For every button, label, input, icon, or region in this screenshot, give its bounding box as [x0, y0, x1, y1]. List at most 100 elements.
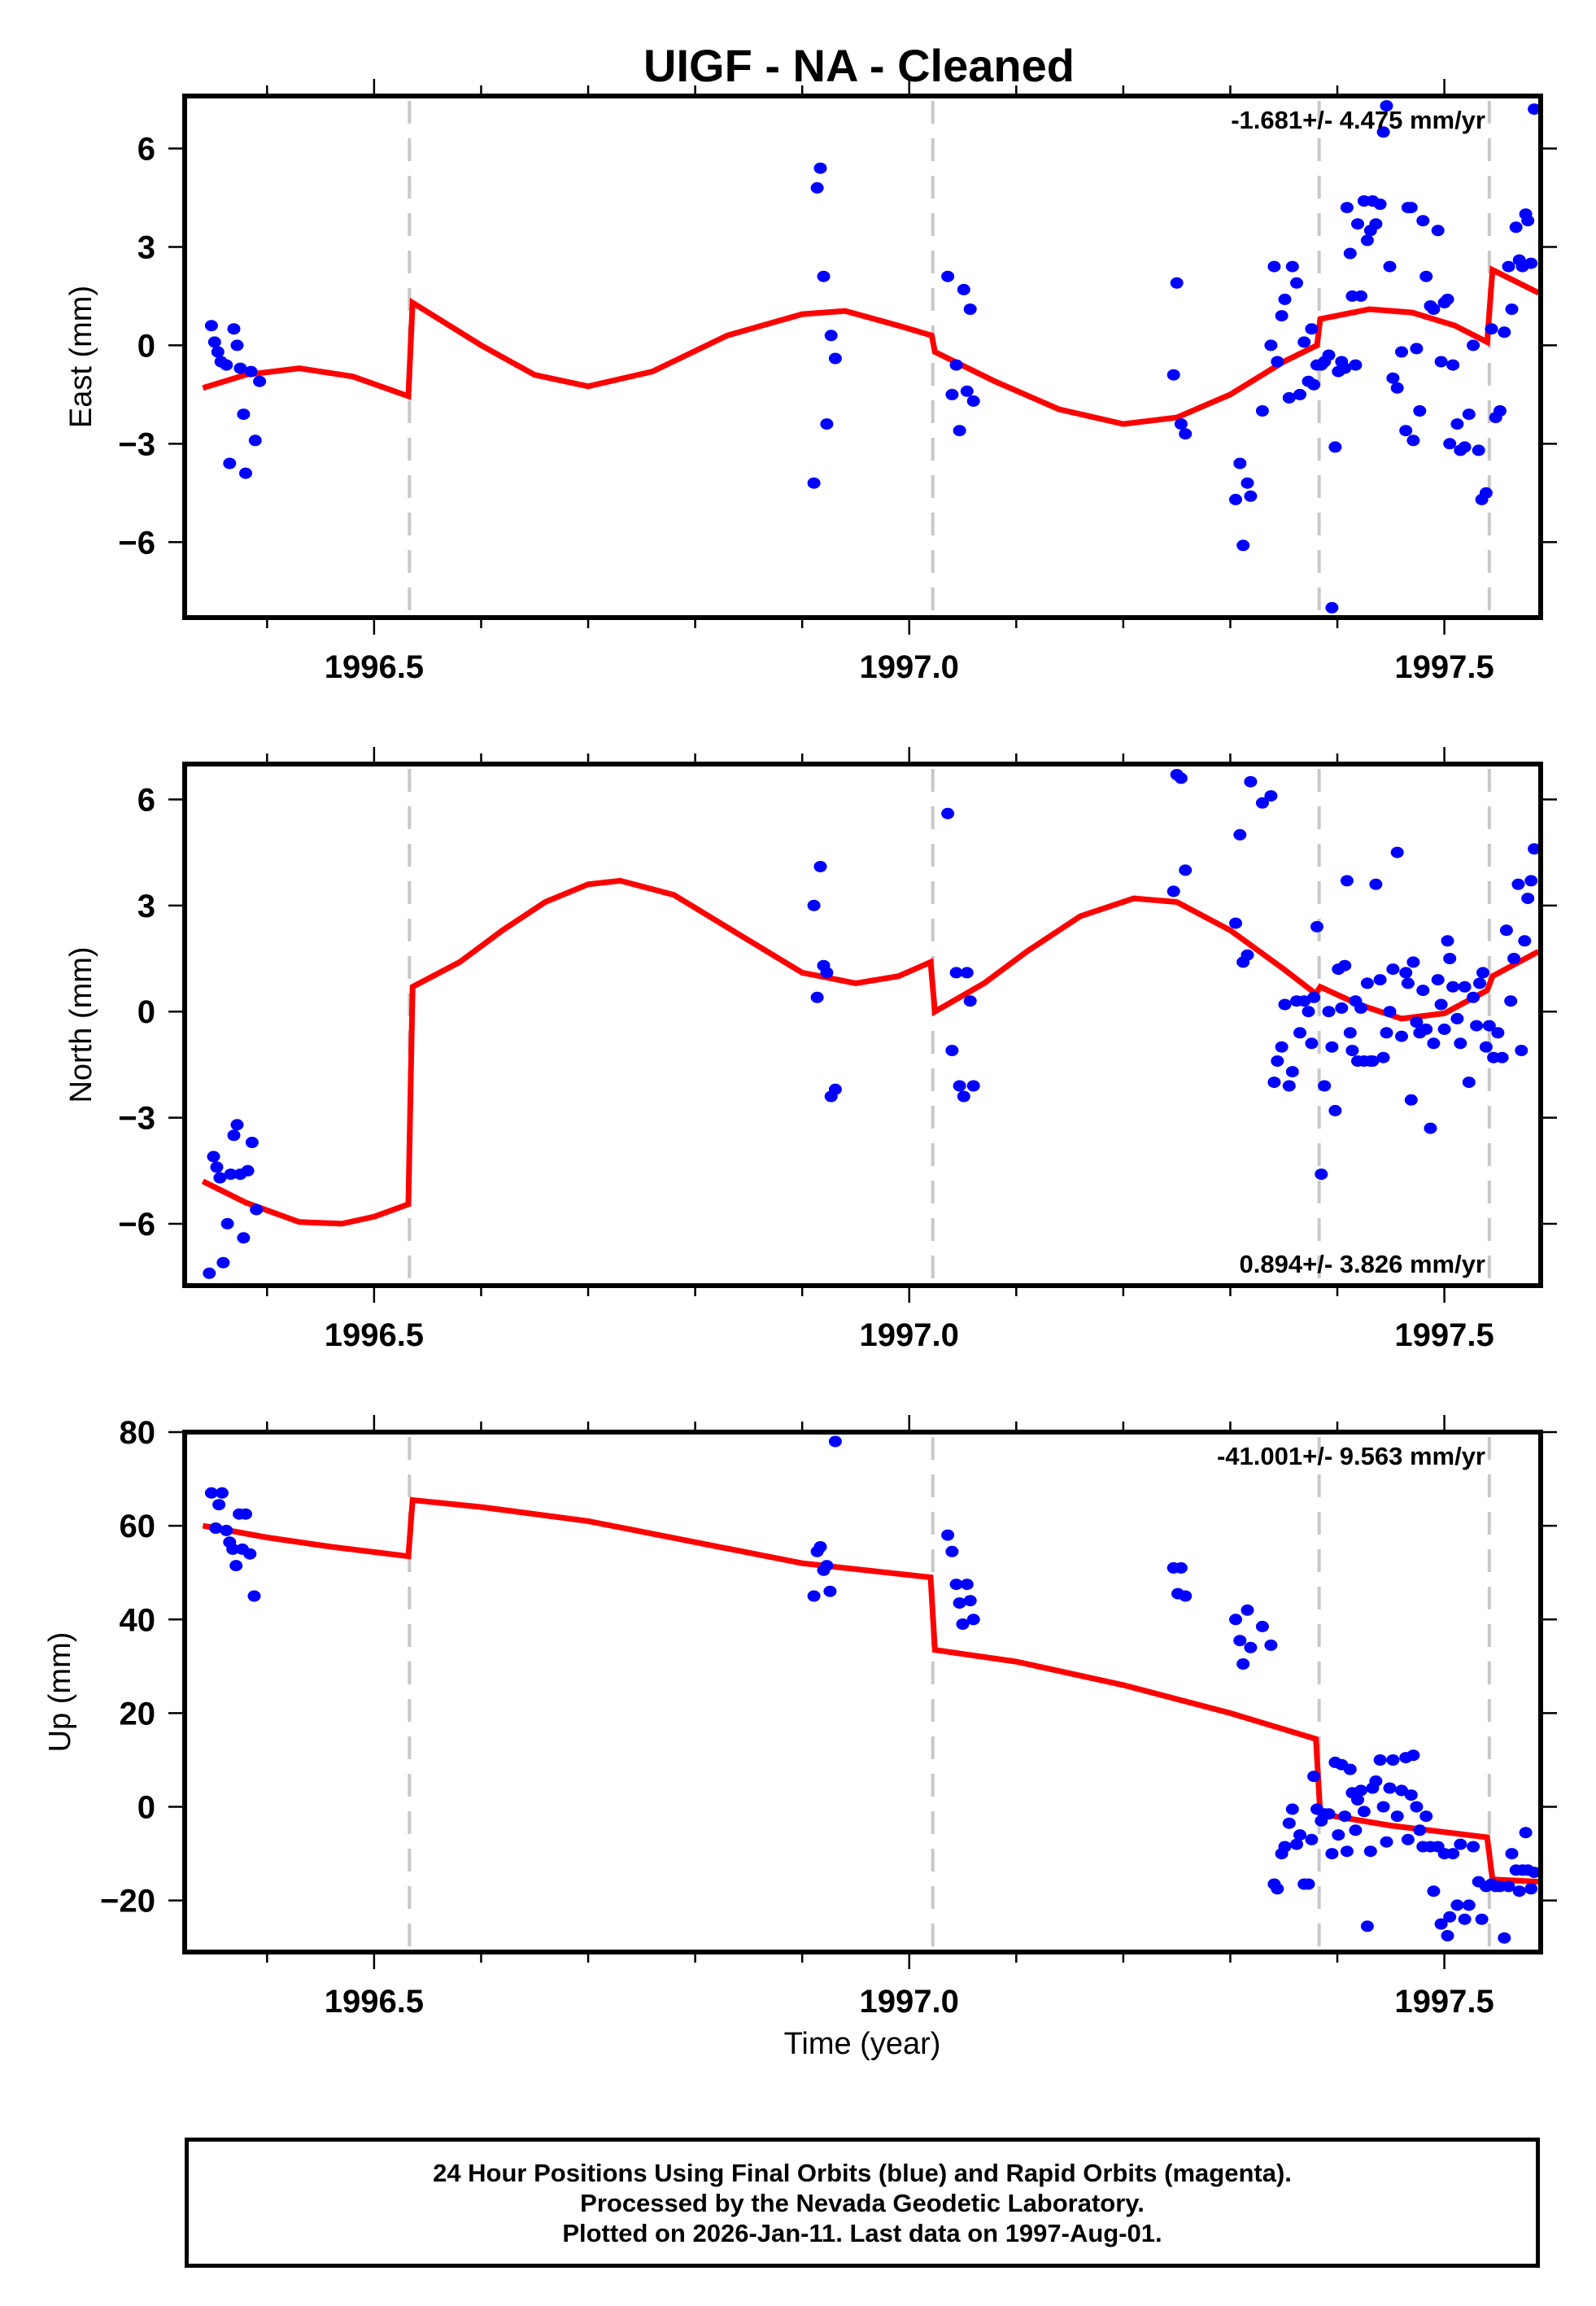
y-tick-label: 3: [137, 229, 155, 265]
up-data-point: [1443, 1911, 1457, 1923]
up-data-point: [239, 1508, 252, 1520]
east-data-point: [1528, 103, 1541, 116]
x-tick-label: 1997.5: [1394, 1984, 1494, 2020]
panel-east: 1996.5 1997.0 1997.5 −6 −3 0 3 6 East (mm) -1.681…: [64, 79, 1557, 685]
panels: 1996.5 1997.0 1997.5 −6 −3 0 3 6 East (mm) -1.681…: [43, 79, 1557, 2020]
north-data-point: [1479, 1041, 1493, 1053]
north-data-point: [1305, 1037, 1319, 1050]
east-data-point: [248, 435, 262, 447]
north-data-point: [245, 1137, 259, 1148]
north-data-point: [1419, 1023, 1433, 1035]
north-data-point: [963, 995, 977, 1007]
east-data-point: [1343, 247, 1357, 260]
up-data-point: [1351, 1793, 1364, 1806]
north-data-point: [1511, 878, 1525, 890]
north-data-point: [1441, 935, 1454, 947]
up-data-point: [229, 1560, 243, 1572]
east-data-point: [1267, 260, 1281, 273]
east-data-point: [945, 388, 959, 400]
up-data-point: [1271, 1883, 1284, 1895]
up-data-point: [1410, 1801, 1424, 1813]
east-data-point: [207, 336, 221, 348]
east-data-point: [820, 418, 834, 430]
up-data-point: [1332, 1829, 1345, 1841]
north-data-point: [1255, 797, 1269, 809]
east-data-point: [1305, 323, 1319, 335]
y-tick-label: 0: [137, 994, 155, 1030]
north-data-point: [1518, 935, 1532, 947]
north-data-point: [1386, 963, 1400, 976]
north-data-point: [1267, 1077, 1281, 1089]
east-rate-annotation: -1.681+/- 4.475 mm/yr: [1231, 106, 1485, 134]
north-data-point: [1524, 875, 1538, 887]
up-data-point: [1338, 1810, 1352, 1823]
east-data-point: [1275, 310, 1289, 322]
up-data-point: [1380, 1836, 1393, 1848]
up-data-point: [216, 1487, 229, 1499]
up-y-axis-label: Up (mm): [43, 1632, 77, 1753]
north-data-point: [1285, 1066, 1299, 1078]
up-data-point: [1524, 1883, 1538, 1895]
up-data-point: [247, 1590, 261, 1602]
north-model-line: [201, 877, 1541, 1227]
north-data-point: [207, 1151, 220, 1163]
north-data-point: [1282, 1080, 1296, 1092]
north-data-point: [945, 1045, 959, 1056]
up-data-point: [1512, 1885, 1526, 1898]
up-data-point: [1241, 1604, 1254, 1616]
east-data-point: [1174, 418, 1188, 430]
y-tick-label: −3: [118, 1101, 155, 1137]
up-data-point: [807, 1590, 821, 1602]
east-data-point: [824, 330, 838, 342]
up-data-point: [1343, 1763, 1357, 1775]
east-data-point: [1406, 435, 1420, 447]
north-data-point: [1450, 1012, 1464, 1024]
up-data-point: [1179, 1590, 1193, 1602]
north-data-point: [1166, 885, 1180, 898]
north-data-point: [1410, 1016, 1424, 1029]
x-tick-label: 1996.5: [325, 1984, 424, 2020]
east-data-point: [1498, 326, 1511, 338]
north-data-point: [1515, 1045, 1528, 1056]
east-data-point: [1479, 487, 1493, 499]
x-tick-label: 1997.5: [1394, 1317, 1494, 1353]
north-data-point: [1302, 1006, 1315, 1018]
north-data-point: [1271, 1055, 1284, 1067]
north-data-point: [1322, 1006, 1336, 1018]
north-data-point: [1427, 1037, 1441, 1050]
north-data-point: [1380, 1027, 1393, 1039]
east-model-line: [202, 265, 1540, 427]
north-data-point: [820, 967, 834, 979]
east-data-point: [1373, 199, 1387, 210]
up-data-point: [1454, 1838, 1467, 1850]
east-data-point: [1380, 100, 1393, 112]
east-data-point: [1236, 539, 1250, 552]
east-data-point: [1521, 215, 1535, 227]
up-data-point: [1360, 1920, 1374, 1933]
north-data-point: [1354, 1002, 1367, 1014]
east-data-point: [1413, 405, 1427, 417]
north-data-point: [1462, 1077, 1476, 1089]
east-data-point: [817, 270, 831, 282]
north-data-point: [1458, 980, 1472, 993]
up-data-point: [949, 1579, 963, 1591]
up-data-point: [1413, 1824, 1427, 1837]
east-data-point: [1325, 601, 1339, 614]
north-data-point: [1504, 995, 1518, 1007]
north-data-point: [220, 1217, 234, 1229]
up-data-point: [1325, 1848, 1339, 1860]
east-data-point: [230, 339, 244, 352]
east-data-point: [949, 359, 963, 371]
y-tick-label: 3: [137, 889, 155, 924]
east-data-point: [1290, 277, 1303, 289]
y-tick-label: 0: [137, 1790, 155, 1826]
east-data-point: [237, 408, 251, 421]
east-data-point: [1390, 382, 1404, 394]
north-data-point: [1241, 949, 1254, 961]
north-data-point: [1437, 1023, 1451, 1035]
north-data-point: [1521, 893, 1535, 905]
east-data-point: [1241, 477, 1254, 489]
up-data-point: [1406, 1749, 1420, 1762]
up-data-point: [1386, 1754, 1400, 1766]
